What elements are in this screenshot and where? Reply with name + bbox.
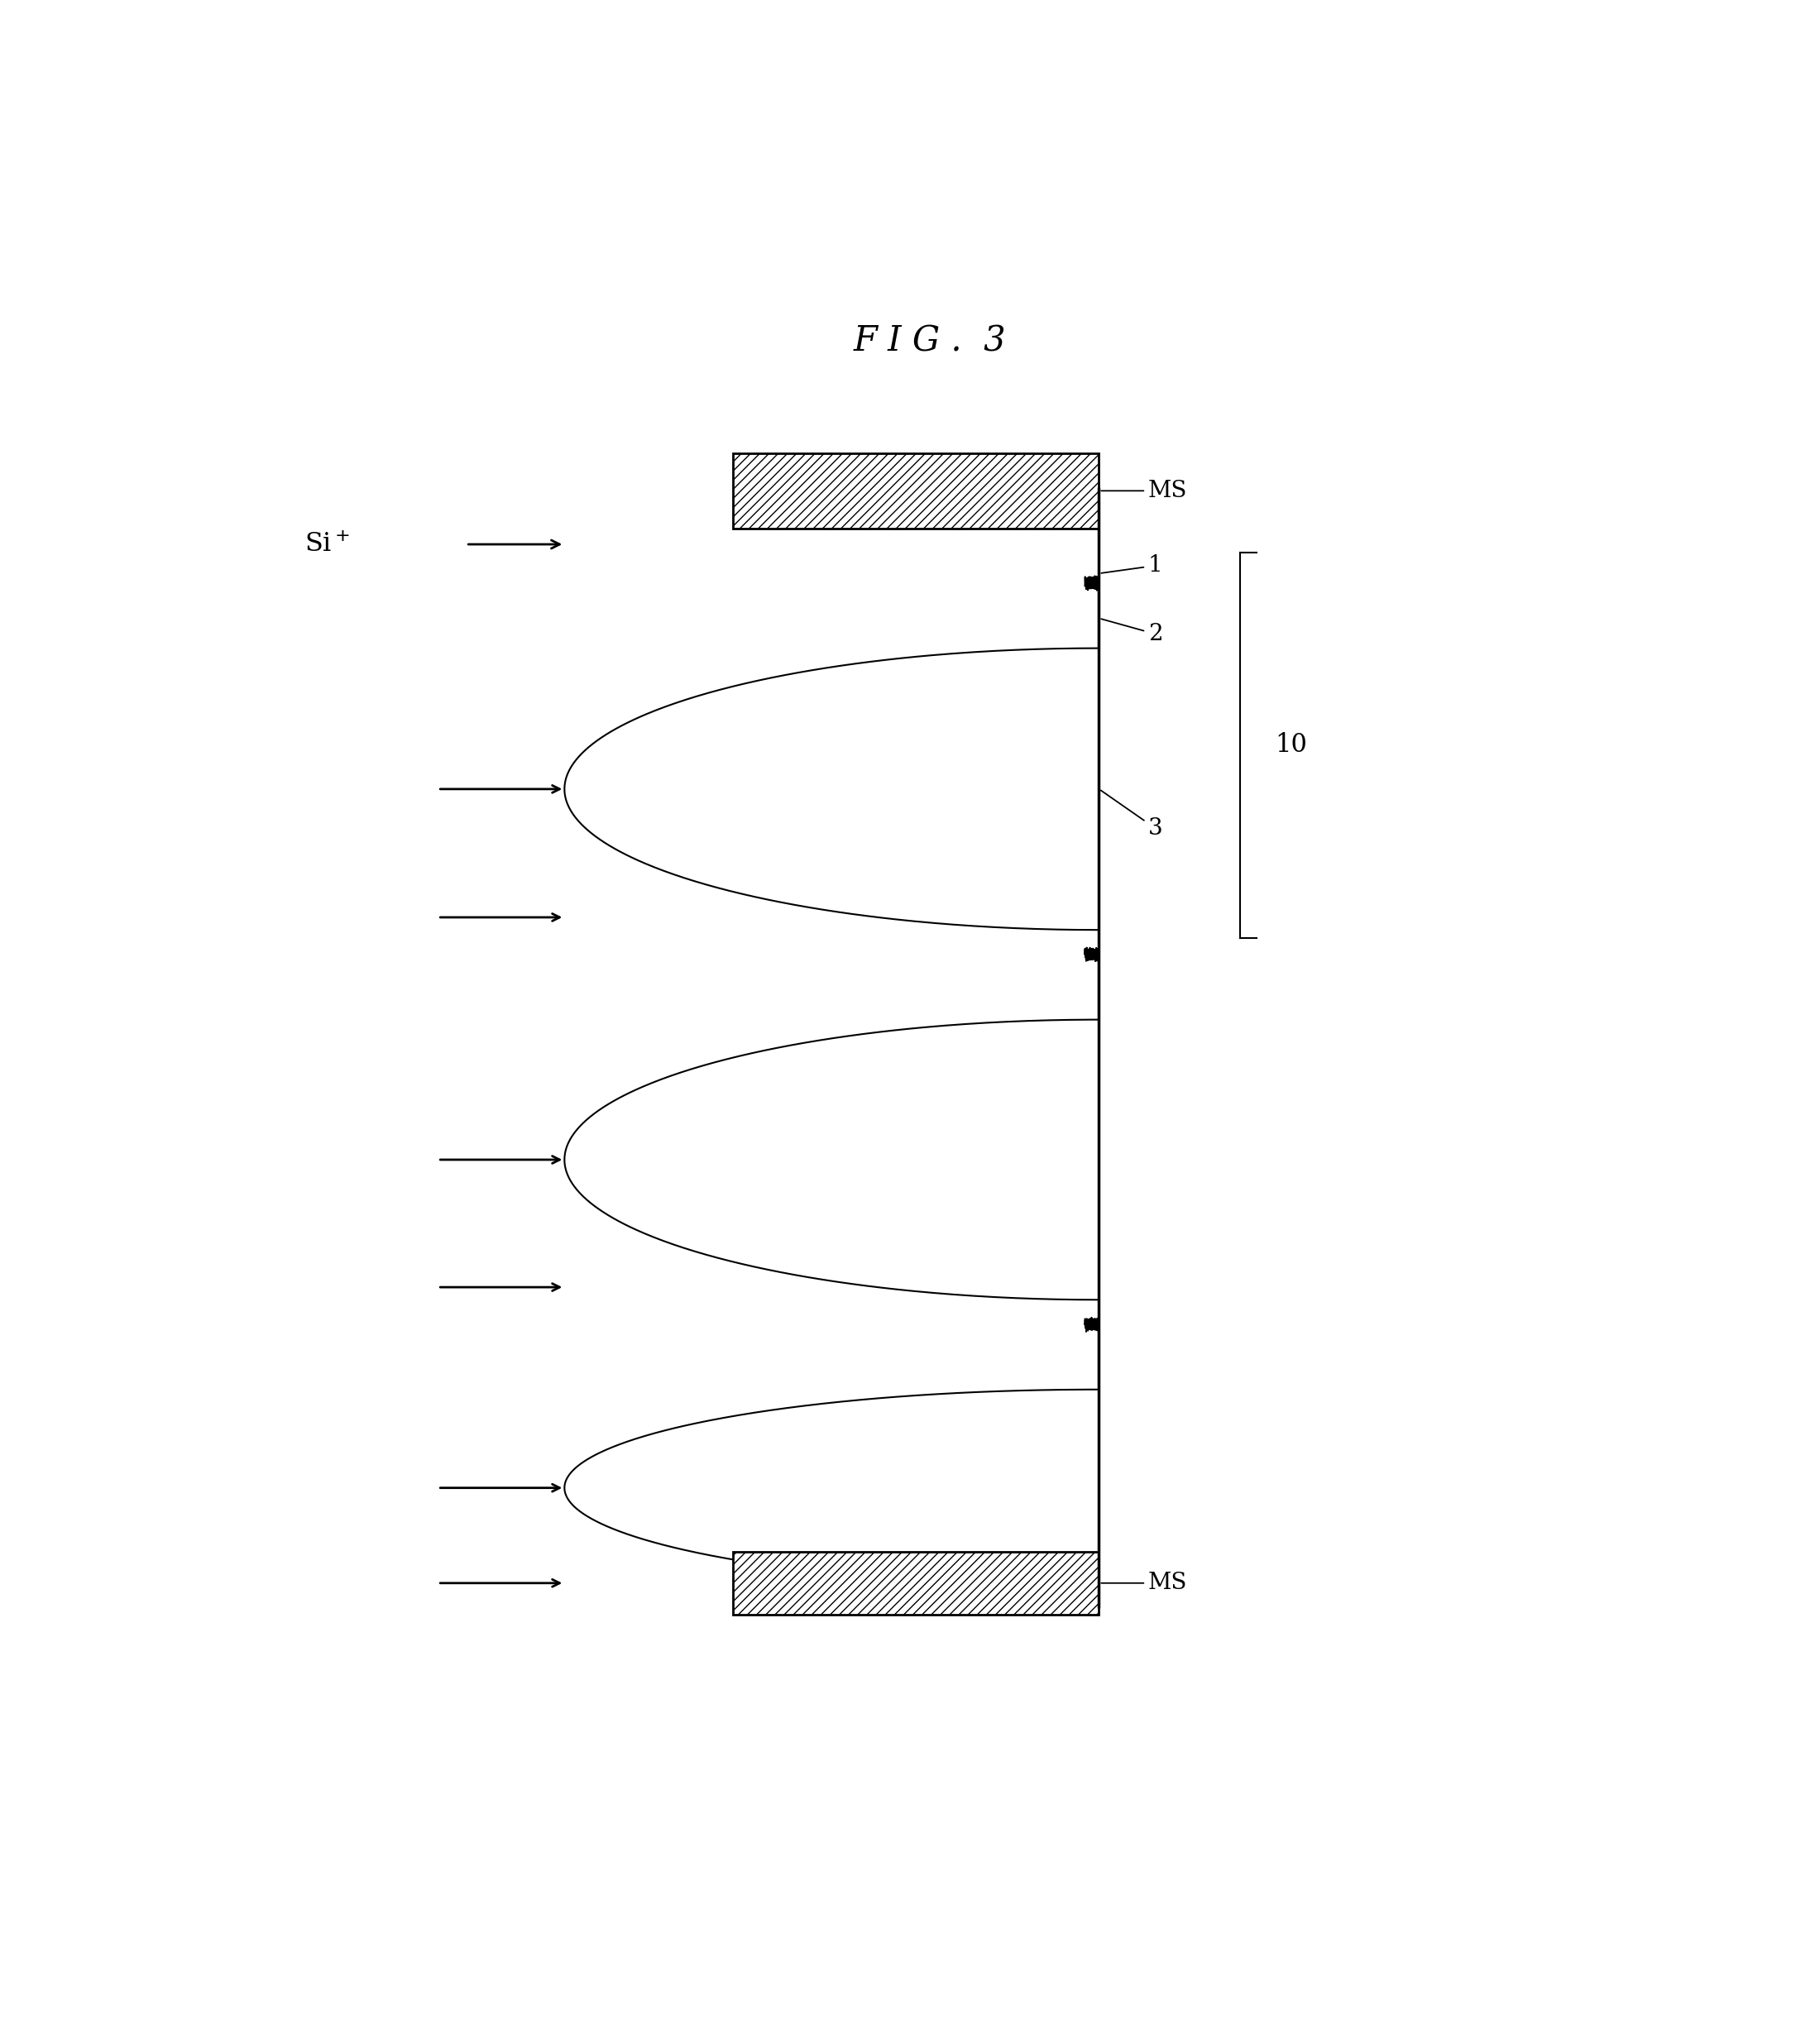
Text: 1: 1 [1102, 554, 1163, 576]
Text: F I G .  3: F I G . 3 [853, 325, 1007, 358]
Text: 3: 3 [1102, 791, 1163, 840]
Text: 10: 10 [1274, 732, 1307, 758]
Polygon shape [564, 1390, 1100, 1586]
Text: Si$^+$: Si$^+$ [305, 531, 350, 558]
Text: MS: MS [1102, 1572, 1187, 1594]
Text: 2: 2 [1102, 619, 1163, 646]
Text: MS: MS [1102, 480, 1187, 503]
Bar [733, 1551, 1100, 1615]
Polygon shape [564, 1020, 1100, 1300]
Polygon shape [564, 648, 1100, 930]
Bar [733, 454, 1100, 529]
